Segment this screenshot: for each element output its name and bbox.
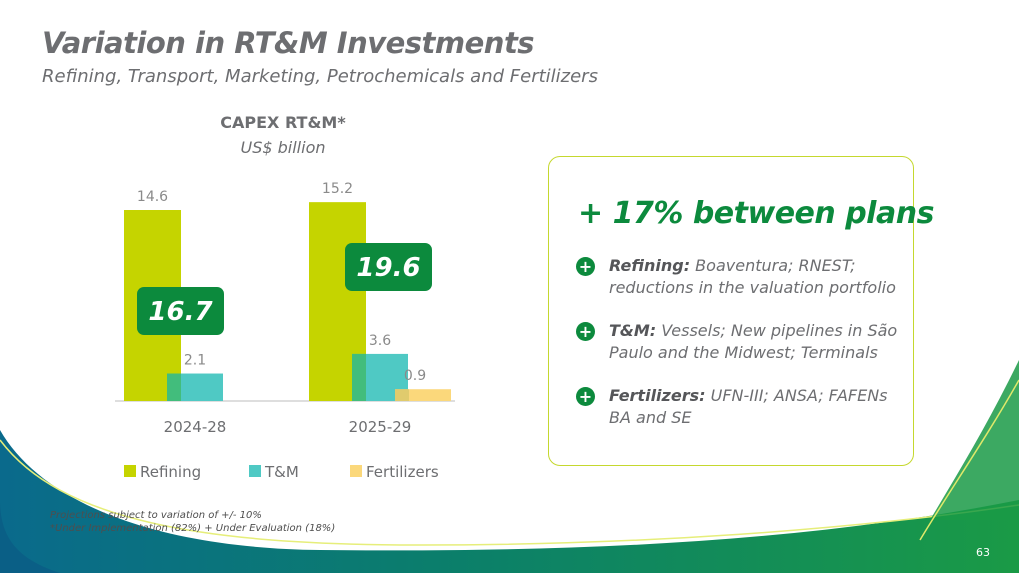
legend-swatch [350,465,362,477]
chart-title: CAPEX RT&M* [220,113,346,132]
bullet-tm: + T&M: Vessels; New pipelines in São Pau… [576,320,906,364]
plus-icon: + [576,257,595,276]
legend-label: T&M [264,463,299,481]
bar-overlap-strip [395,389,409,401]
bar-overlap-strip [352,353,366,401]
bullet-label: Refining: [609,256,691,275]
highlights-panel [548,156,914,466]
bullet-text: Vessels; New pipelines in São Paulo and … [609,321,898,362]
footnote-line: *Under Implementation (82%) + Under Eval… [50,523,336,534]
page-number: 63 [976,546,990,559]
bottom-wave-line [0,439,1019,546]
legend-swatch [124,465,136,477]
bullet-text: Boaventura; RNEST; reductions in the val… [609,256,896,297]
bullet-fertilizers: + Fertilizers: UFN-III; ANSA; FAFENs BA … [576,385,906,429]
footnote-line: Projections subject to variation of +/- … [50,510,262,521]
value-label: 3.6 [369,333,391,349]
total-callout-value: 16.7 [148,297,213,327]
value-label: 14.6 [137,189,168,205]
bar-fertilizers-1 [395,389,451,401]
chart-unit: US$ billion [240,138,326,157]
bullet-refining: + Refining: Boaventura; RNEST; reduction… [576,255,906,299]
page-title: Variation in RT&M Investments [42,26,535,60]
bottom-wave-band [0,430,1019,573]
legend-label: Refining [140,463,201,481]
legend-label: Fertilizers [366,463,439,481]
footnotes: Projections subject to variation of +/- … [50,509,335,535]
bullet-label: T&M: [609,321,657,340]
page-subtitle: Refining, Transport, Marketing, Petroche… [42,66,598,87]
bullet-label: Fertilizers: [609,386,706,405]
right-wave-band [930,360,1019,520]
legend-swatch [249,465,261,477]
category-label: 2025-29 [349,418,412,436]
bullet-text: UFN-III; ANSA; FAFENs BA and SE [609,386,888,427]
capex-bar-chart: 14.6 2.1 2024-28 15.2 3.6 0.9 2025-29 16.7 19.6 R… [115,181,455,481]
left-wave-corner [0,500,60,573]
value-label: 2.1 [184,353,206,369]
total-callout-box [137,287,224,335]
plus-icon: + [576,387,595,406]
bar-overlap-strip [167,373,181,401]
value-label: 15.2 [322,181,353,197]
total-callout-value: 19.6 [356,253,420,283]
total-callout-box [345,243,432,291]
panel-headline: + 17% between plans [578,196,934,231]
plus-icon: + [576,322,595,341]
category-label: 2024-28 [164,418,227,436]
value-label: 0.9 [404,368,426,384]
right-wave-line [919,379,1019,541]
